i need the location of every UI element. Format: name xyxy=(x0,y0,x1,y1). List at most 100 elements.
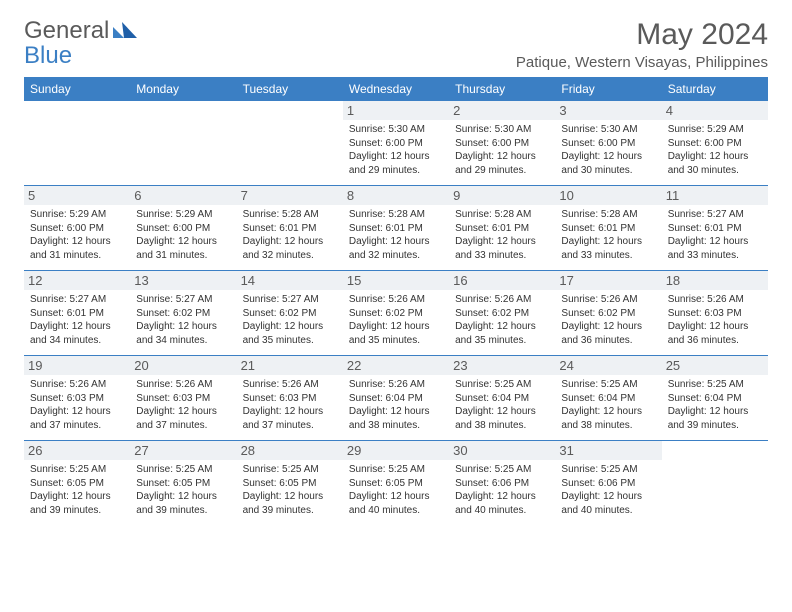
day-number: 31 xyxy=(555,441,661,460)
daylight-line: Daylight: 12 hours and 38 minutes. xyxy=(349,406,430,431)
sunrise-line: Sunrise: 5:26 AM xyxy=(561,294,637,305)
calendar-cell: 5Sunrise: 5:29 AMSunset: 6:00 PMDaylight… xyxy=(24,186,130,271)
calendar-cell: 26Sunrise: 5:25 AMSunset: 6:05 PMDayligh… xyxy=(24,441,130,526)
day-info: Sunrise: 5:30 AMSunset: 6:00 PMDaylight:… xyxy=(561,123,655,177)
day-number: 13 xyxy=(130,271,236,290)
day-number: 8 xyxy=(343,186,449,205)
calendar-cell: 1Sunrise: 5:30 AMSunset: 6:00 PMDaylight… xyxy=(343,101,449,186)
day-number: 27 xyxy=(130,441,236,460)
sunrise-line: Sunrise: 5:25 AM xyxy=(349,464,425,475)
day-number: 14 xyxy=(237,271,343,290)
sunset-line: Sunset: 6:03 PM xyxy=(30,393,104,404)
sunrise-line: Sunrise: 5:25 AM xyxy=(668,379,744,390)
day-number: 15 xyxy=(343,271,449,290)
day-number: 26 xyxy=(24,441,130,460)
day-info: Sunrise: 5:25 AMSunset: 6:05 PMDaylight:… xyxy=(243,463,337,517)
sunset-line: Sunset: 6:05 PM xyxy=(349,478,423,489)
day-info: Sunrise: 5:25 AM Sunset: 6:05 PM Daylight:… xyxy=(349,463,443,517)
day-info: Sunrise: 5:30 AMSunset: 6:00 PMDaylight:… xyxy=(349,123,443,177)
sunrise-line: Sunrise: 5:26 AM xyxy=(136,379,212,390)
sunset-line: Sunset: 6:00 PM xyxy=(30,223,104,234)
calendar-table: Sunday Monday Tuesday Wednesday Thursday… xyxy=(24,77,768,525)
header: GeneralBlue May 2024 Patique, Western Vi… xyxy=(24,18,768,71)
day-info: Sunrise: 5:25 AMSunset: 6:04 PMDaylight:… xyxy=(561,378,655,432)
sunset-line: Sunset: 6:04 PM xyxy=(561,393,635,404)
sunset-line: Sunset: 6:01 PM xyxy=(349,223,423,234)
calendar-body: 1Sunrise: 5:30 AMSunset: 6:00 PMDaylight… xyxy=(24,101,768,525)
calendar-cell xyxy=(130,101,236,186)
calendar-cell: 13 Sunrise: 5:27 AMSunset: 6:02 PMDayligh… xyxy=(130,271,236,356)
daylight-line: Daylight: 12 hours and 34 minutes. xyxy=(30,321,111,346)
calendar-week: 5 Sunrise: 5:29 AMSunset: 6:00 PMDaylight… xyxy=(24,186,768,271)
daylight-line: Daylight: 12 hours and 32 minutes. xyxy=(349,236,430,261)
day-number: 6 xyxy=(130,186,236,205)
day-number: 28 xyxy=(237,441,343,460)
calendar-week: 1Sunrise: 5:30 AMSunset: 6:00 PMDaylight… xyxy=(24,101,768,186)
calendar-cell: 17Sunrise: 5:26 AMSunset: 6:02 PMDayligh… xyxy=(555,271,661,356)
daylight-line: Daylight: 12 hours and 40 minutes. xyxy=(561,491,642,516)
sunset-line: Sunset: 6:00 PM xyxy=(136,223,210,234)
daylight-line: Daylight: 12 hours and 37 minutes. xyxy=(30,406,111,431)
day-header-row: Sunday Monday Tuesday Wednesday Thursday… xyxy=(24,77,768,101)
day-info: Sunrise: 5:30 AMSunset: 6:00 PMDaylight:… xyxy=(455,123,549,177)
dayhead-tue: Tuesday xyxy=(237,77,343,101)
dayhead-sat: Saturday xyxy=(662,77,768,101)
sunset-line: Sunset: 6:04 PM xyxy=(455,393,529,404)
calendar-cell xyxy=(24,101,130,186)
daylight-line: Daylight: 12 hours and 35 minutes. xyxy=(243,321,324,346)
sunrise-line: Sunrise: 5:25 AM xyxy=(455,379,531,390)
sunset-line: Sunset: 6:00 PM xyxy=(349,138,423,149)
day-number: 7 xyxy=(237,186,343,205)
day-info: Sunrise: 5:25 AMSunset: 6:05 PMDaylight:… xyxy=(136,463,230,517)
daylight-line: Daylight: 12 hours and 40 minutes. xyxy=(455,491,536,516)
calendar-week: 12Sunrise: 5:27 AMSunset: 6:01 PMDayligh… xyxy=(24,271,768,356)
day-info: Sunrise: 5:26 AMSunset: 6:03 PMDaylight:… xyxy=(668,293,762,347)
day-info: Sunrise: 5:29 AMSunset: 6:00 PMDaylight:… xyxy=(136,208,230,262)
day-number: 24 xyxy=(555,356,661,375)
calendar-week: 19Sunrise: 5:26 AMSunset: 6:03 PMDayligh… xyxy=(24,356,768,441)
day-info: Sunrise: 5:27 AMSunset: 6:02 PMDaylight:… xyxy=(136,293,230,347)
calendar-cell: 31 Sunrise: 5:25 AMSunset: 6:06 PMDayligh… xyxy=(555,441,661,526)
day-info: Sunrise: 5:26 AMSunset: 6:03 PMDaylight:… xyxy=(136,378,230,432)
sunset-line: Sunset: 6:03 PM xyxy=(243,393,317,404)
day-number: 17 xyxy=(555,271,661,290)
daylight-line: Daylight: 12 hours and 40 minutes. xyxy=(349,491,430,516)
dayhead-sun: Sunday xyxy=(24,77,130,101)
day-number: 21 xyxy=(237,356,343,375)
day-info: Sunrise: 5:25 AMSunset: 6:06 PMDaylight:… xyxy=(561,463,655,517)
logo-text-1: General xyxy=(24,17,109,44)
calendar-cell: 29Sunrise: 5:25 AMSunset: 6:05 PMDayligh… xyxy=(343,441,449,526)
day-number: 4 xyxy=(662,101,768,120)
sunrise-line: Sunrise: 5:26 AM xyxy=(243,379,319,390)
calendar-cell: 28 Sunrise: 5:25 AMSunset: 6:05 PMDayligh… xyxy=(237,441,343,526)
logo-text-2: Blue xyxy=(24,42,72,69)
day-number: 11 xyxy=(662,186,768,205)
sunrise-line: Sunrise: 5:27 AM xyxy=(668,209,744,220)
day-number: 5 xyxy=(24,186,130,205)
daylight-line: Daylight: 12 hours and 38 minutes. xyxy=(455,406,536,431)
sunrise-line: Sunrise: 5:28 AM xyxy=(243,209,319,220)
calendar-cell: 25Sunrise: 5:25 AMSunset: 6:04 PMDayligh… xyxy=(662,356,768,441)
logo-icon xyxy=(113,18,139,43)
sunrise-line: Sunrise: 5:30 AM xyxy=(349,124,425,135)
daylight-line: Daylight: 12 hours and 39 minutes. xyxy=(668,406,749,431)
sunrise-line: Sunrise: 5:27 AM xyxy=(243,294,319,305)
sunset-line: Sunset: 6:00 PM xyxy=(561,138,635,149)
daylight-line: Daylight: 12 hours and 30 minutes. xyxy=(668,151,749,176)
sunrise-line: Sunrise: 5:25 AM xyxy=(136,464,212,475)
calendar-cell: 22Sunrise: 5:26 AMSunset: 6:04 PMDayligh… xyxy=(343,356,449,441)
day-info: Sunrise: 5:28 AMSunset: 6:01 PMDaylight:… xyxy=(243,208,337,262)
day-info: Sunrise: 5:28 AMSunset: 6:01 PMDaylight:… xyxy=(561,208,655,262)
daylight-line: Daylight: 12 hours and 29 minutes. xyxy=(455,151,536,176)
day-info: Sunrise: 5:25 AM Sunset: 6:04 PM Daylight:… xyxy=(455,378,549,432)
calendar-cell: 20Sunrise: 5:26 AMSunset: 6:03 PMDayligh… xyxy=(130,356,236,441)
calendar-cell: 23Sunrise: 5:25 AMSunset: 6:04 PMDayligh… xyxy=(449,356,555,441)
daylight-line: Daylight: 12 hours and 39 minutes. xyxy=(30,491,111,516)
sunset-line: Sunset: 6:06 PM xyxy=(455,478,529,489)
sunset-line: Sunset: 6:02 PM xyxy=(136,308,210,319)
sunrise-line: Sunrise: 5:25 AM xyxy=(561,464,637,475)
daylight-line: Daylight: 12 hours and 31 minutes. xyxy=(30,236,111,261)
sunrise-line: Sunrise: 5:26 AM xyxy=(455,294,531,305)
month-title: May 2024 xyxy=(516,18,768,52)
day-info: Sunrise: 5:27 AMSunset: 6:02 PMDaylight:… xyxy=(243,293,337,347)
